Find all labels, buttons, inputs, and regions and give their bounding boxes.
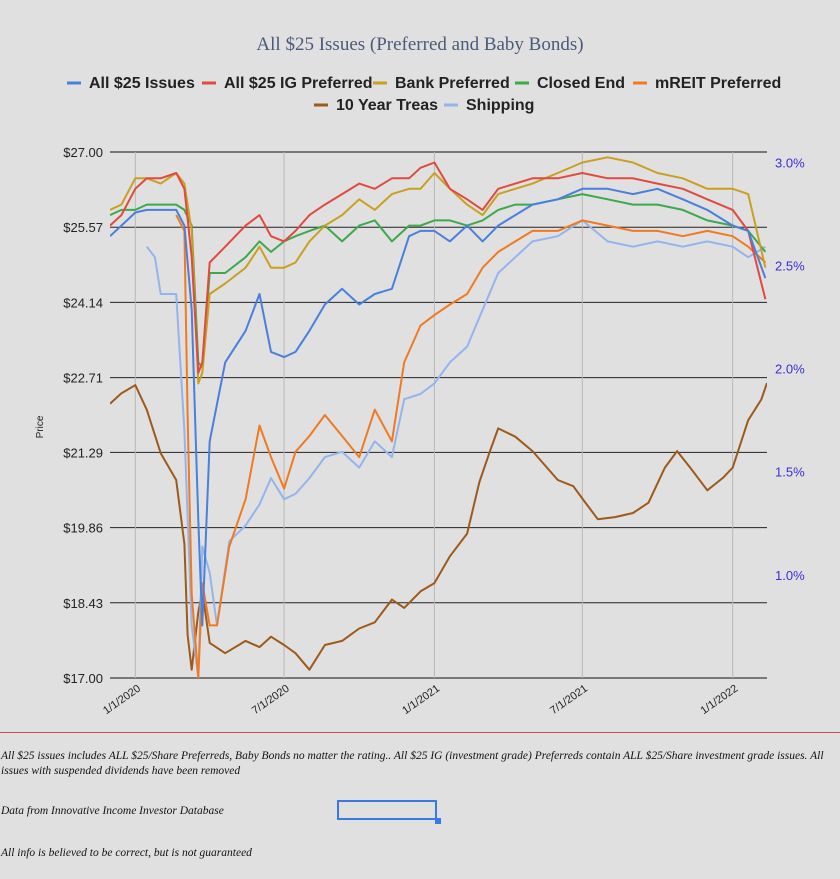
y-tick-label: $19.86	[63, 521, 103, 536]
y2-tick-label: 2.0%	[775, 362, 805, 377]
legend-label-all-25-issues: All $25 Issues	[89, 75, 195, 92]
y-tick-label: $18.43	[63, 596, 103, 611]
y2-tick-label: 3.0%	[775, 155, 805, 170]
x-tick-label: 1/1/2022	[698, 683, 740, 717]
legend-label-closed-end: Closed End	[537, 75, 625, 92]
x-axis: 1/1/2020 7/1/2020 1/1/2021 7/1/2021 1/1/2022	[101, 683, 740, 717]
chart-title: All $25 Issues (Preferred and Baby Bonds…	[256, 34, 583, 55]
y2-tick-label: 2.5%	[775, 258, 805, 273]
y-axis-right: 3.0% 2.5% 2.0% 1.5% 1.0%	[775, 155, 805, 583]
footer-note-disclaimer: All info is believed to be correct, but …	[1, 847, 252, 859]
footer-note-source: Data from Innovative Income Investor Dat…	[1, 805, 224, 817]
y2-tick-label: 1.5%	[775, 465, 805, 480]
y-tick-label: $22.71	[63, 371, 103, 386]
series-line-10-year-treas	[110, 382, 767, 671]
x-tick-label: 1/1/2021	[400, 683, 442, 717]
legend-label-bank-preferred: Bank Preferred	[395, 75, 510, 92]
y-tick-label: $17.00	[63, 671, 103, 686]
fill-handle[interactable]	[435, 818, 441, 824]
y-tick-label: $25.57	[63, 220, 103, 235]
y-tick-label: $21.29	[63, 445, 103, 460]
legend-label-all-25-ig-preferred: All $25 IG Preferred	[224, 75, 373, 92]
chart: All $25 Issues (Preferred and Baby Bonds…	[35, 34, 805, 717]
x-tick-label: 7/1/2021	[548, 683, 590, 717]
y-axis-label: Price	[35, 415, 46, 438]
legend: All $25 Issues All $25 IG Preferred Bank P…	[67, 75, 781, 114]
x-tick-label: 1/1/2020	[101, 683, 143, 717]
footer-divider	[0, 732, 840, 733]
series-line-mreit-preferred	[175, 214, 767, 678]
series-line-shipping	[146, 219, 766, 678]
footer-note-scope: All $25 issues includes ALL $25/Share Pr…	[1, 750, 824, 777]
legend-label-10-year-treas: 10 Year Treas	[336, 97, 438, 114]
series-line-all-25-issues	[110, 187, 767, 627]
legend-label-shipping: Shipping	[466, 97, 534, 114]
y-tick-label: $24.14	[63, 295, 103, 310]
gridlines	[110, 151, 767, 679]
legend-label-mreit-preferred: mREIT Preferred	[655, 75, 781, 92]
series-line-all-25-ig-preferred	[110, 161, 767, 374]
y2-tick-label: 1.0%	[775, 568, 805, 583]
series-line-bank-preferred	[110, 156, 767, 385]
x-tick-label: 7/1/2020	[250, 683, 292, 717]
series-lines	[110, 156, 767, 678]
selected-cell[interactable]	[337, 800, 437, 820]
y-tick-label: $27.00	[63, 145, 103, 160]
y-axis-left: $27.00 $25.57 $24.14 $22.71 $21.29 $19.86 $18.…	[63, 145, 103, 686]
